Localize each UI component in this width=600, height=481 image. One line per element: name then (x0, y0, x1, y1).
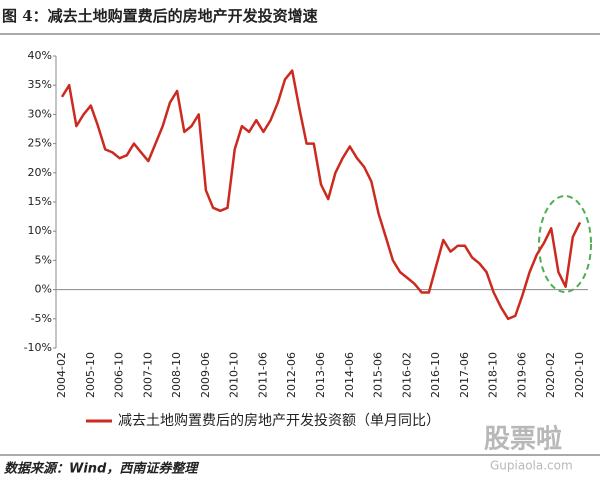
y-tick-label: -5% (31, 312, 52, 325)
watermark: 股票啦 (484, 424, 562, 455)
y-tick-label: 25% (28, 137, 52, 150)
y-tick-label: 30% (28, 107, 52, 120)
x-tick-label: 2005-10 (84, 352, 97, 398)
source-note: 数据来源：Wind，西南证券整理 (4, 461, 199, 477)
x-tick-label: 2006-10 (113, 352, 126, 398)
y-tick-label: 10% (28, 224, 52, 237)
x-tick-label: 2009-06 (199, 352, 212, 398)
x-tick-label: 2017-06 (458, 352, 471, 398)
x-tick-label: 2019-06 (515, 352, 528, 398)
x-tick-label: 2018-10 (487, 352, 500, 398)
x-tick-label: 2016-10 (429, 352, 442, 398)
watermark-url: Gupiaola.com (490, 459, 573, 473)
x-tick-label: 2016-02 (400, 352, 413, 398)
legend-label: 减去土地购置费后的房地产开发投资额（单月同比） (118, 413, 440, 429)
x-tick-label: 2020-02 (544, 352, 557, 398)
x-tick-label: 2007-10 (141, 352, 154, 398)
data-line (60, 69, 582, 321)
x-tick-label: 2010-10 (228, 352, 241, 398)
y-tick-label: 0% (35, 283, 52, 296)
highlight-ellipse (538, 195, 592, 293)
y-tick-label: 40% (28, 49, 52, 62)
y-tick-label: -10% (24, 341, 52, 354)
x-tick-label: 2014-06 (343, 352, 356, 398)
y-tick-label: 15% (28, 195, 52, 208)
y-tick-label: 20% (28, 166, 52, 179)
chart-title: 图 4：减去土地购置费后的房地产开发投资增速 (2, 7, 318, 25)
y-tick-label: 5% (35, 253, 52, 266)
x-tick-label: 2012-06 (285, 352, 298, 398)
x-tick-label: 2011-06 (256, 352, 269, 398)
x-tick-label: 2015-06 (372, 352, 385, 398)
y-tick-label: 35% (28, 78, 52, 91)
x-tick-label: 2004-02 (55, 352, 68, 398)
x-tick-label: 2020-10 (573, 352, 586, 398)
x-tick-label: 2013-06 (314, 352, 327, 398)
x-tick-label: 2008-10 (170, 352, 183, 398)
